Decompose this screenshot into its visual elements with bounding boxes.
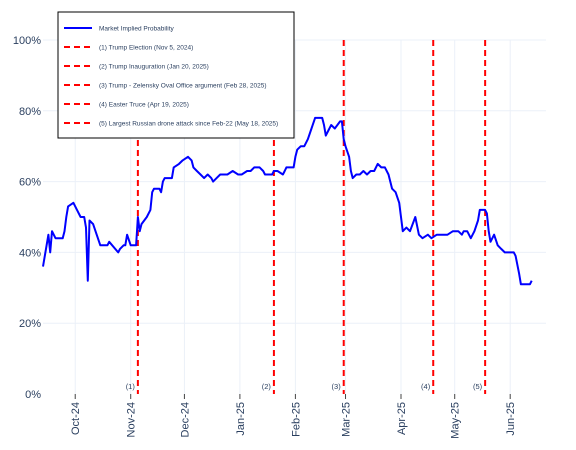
- legend-box: [58, 12, 294, 138]
- y-tick-label: 60%: [19, 177, 41, 189]
- x-tick-label: Jan-25: [235, 402, 247, 436]
- x-tick-label: Oct-24: [70, 402, 82, 435]
- legend-entry: Market Implied Probability: [99, 26, 175, 33]
- legend: Market Implied Probability (1) Trump Elec…: [58, 12, 294, 138]
- x-tick-label: Jun-25: [505, 402, 517, 436]
- series-line: [43, 118, 532, 284]
- legend-entry: (3) Trump - Zelensky Oval Office argumen…: [99, 83, 267, 90]
- legend-entry: (5) Largest Russian drone attack since F…: [99, 121, 278, 128]
- x-tick-label: Apr-25: [396, 402, 408, 435]
- series-layer: [43, 118, 532, 284]
- x-tick-label: Feb-25: [290, 402, 302, 437]
- legend-entry: (1) Trump Election (Nov 5, 2024): [99, 45, 193, 52]
- y-tick-label: 40%: [19, 247, 41, 259]
- event-label: (4): [421, 382, 431, 391]
- event-label: (5): [473, 382, 483, 391]
- x-tick-label: Dec-24: [179, 402, 191, 437]
- x-tick-label: Nov-24: [126, 402, 138, 437]
- y-tick-label: 80%: [19, 106, 41, 118]
- x-tick-label: May-25: [450, 402, 462, 439]
- y-tick-label: 0%: [25, 389, 41, 401]
- legend-entry: (2) Trump Inauguration (Jan 20, 2025): [99, 64, 209, 71]
- event-label: (1): [126, 382, 136, 391]
- x-tick-label: Mar-25: [341, 402, 353, 437]
- legend-entry: (4) Easter Truce (Apr 19, 2025): [99, 102, 189, 109]
- y-tick-label: 100%: [13, 35, 41, 47]
- event-label: (2): [262, 382, 272, 391]
- event-label: (3): [332, 382, 342, 391]
- y-tick-label: 20%: [19, 318, 41, 330]
